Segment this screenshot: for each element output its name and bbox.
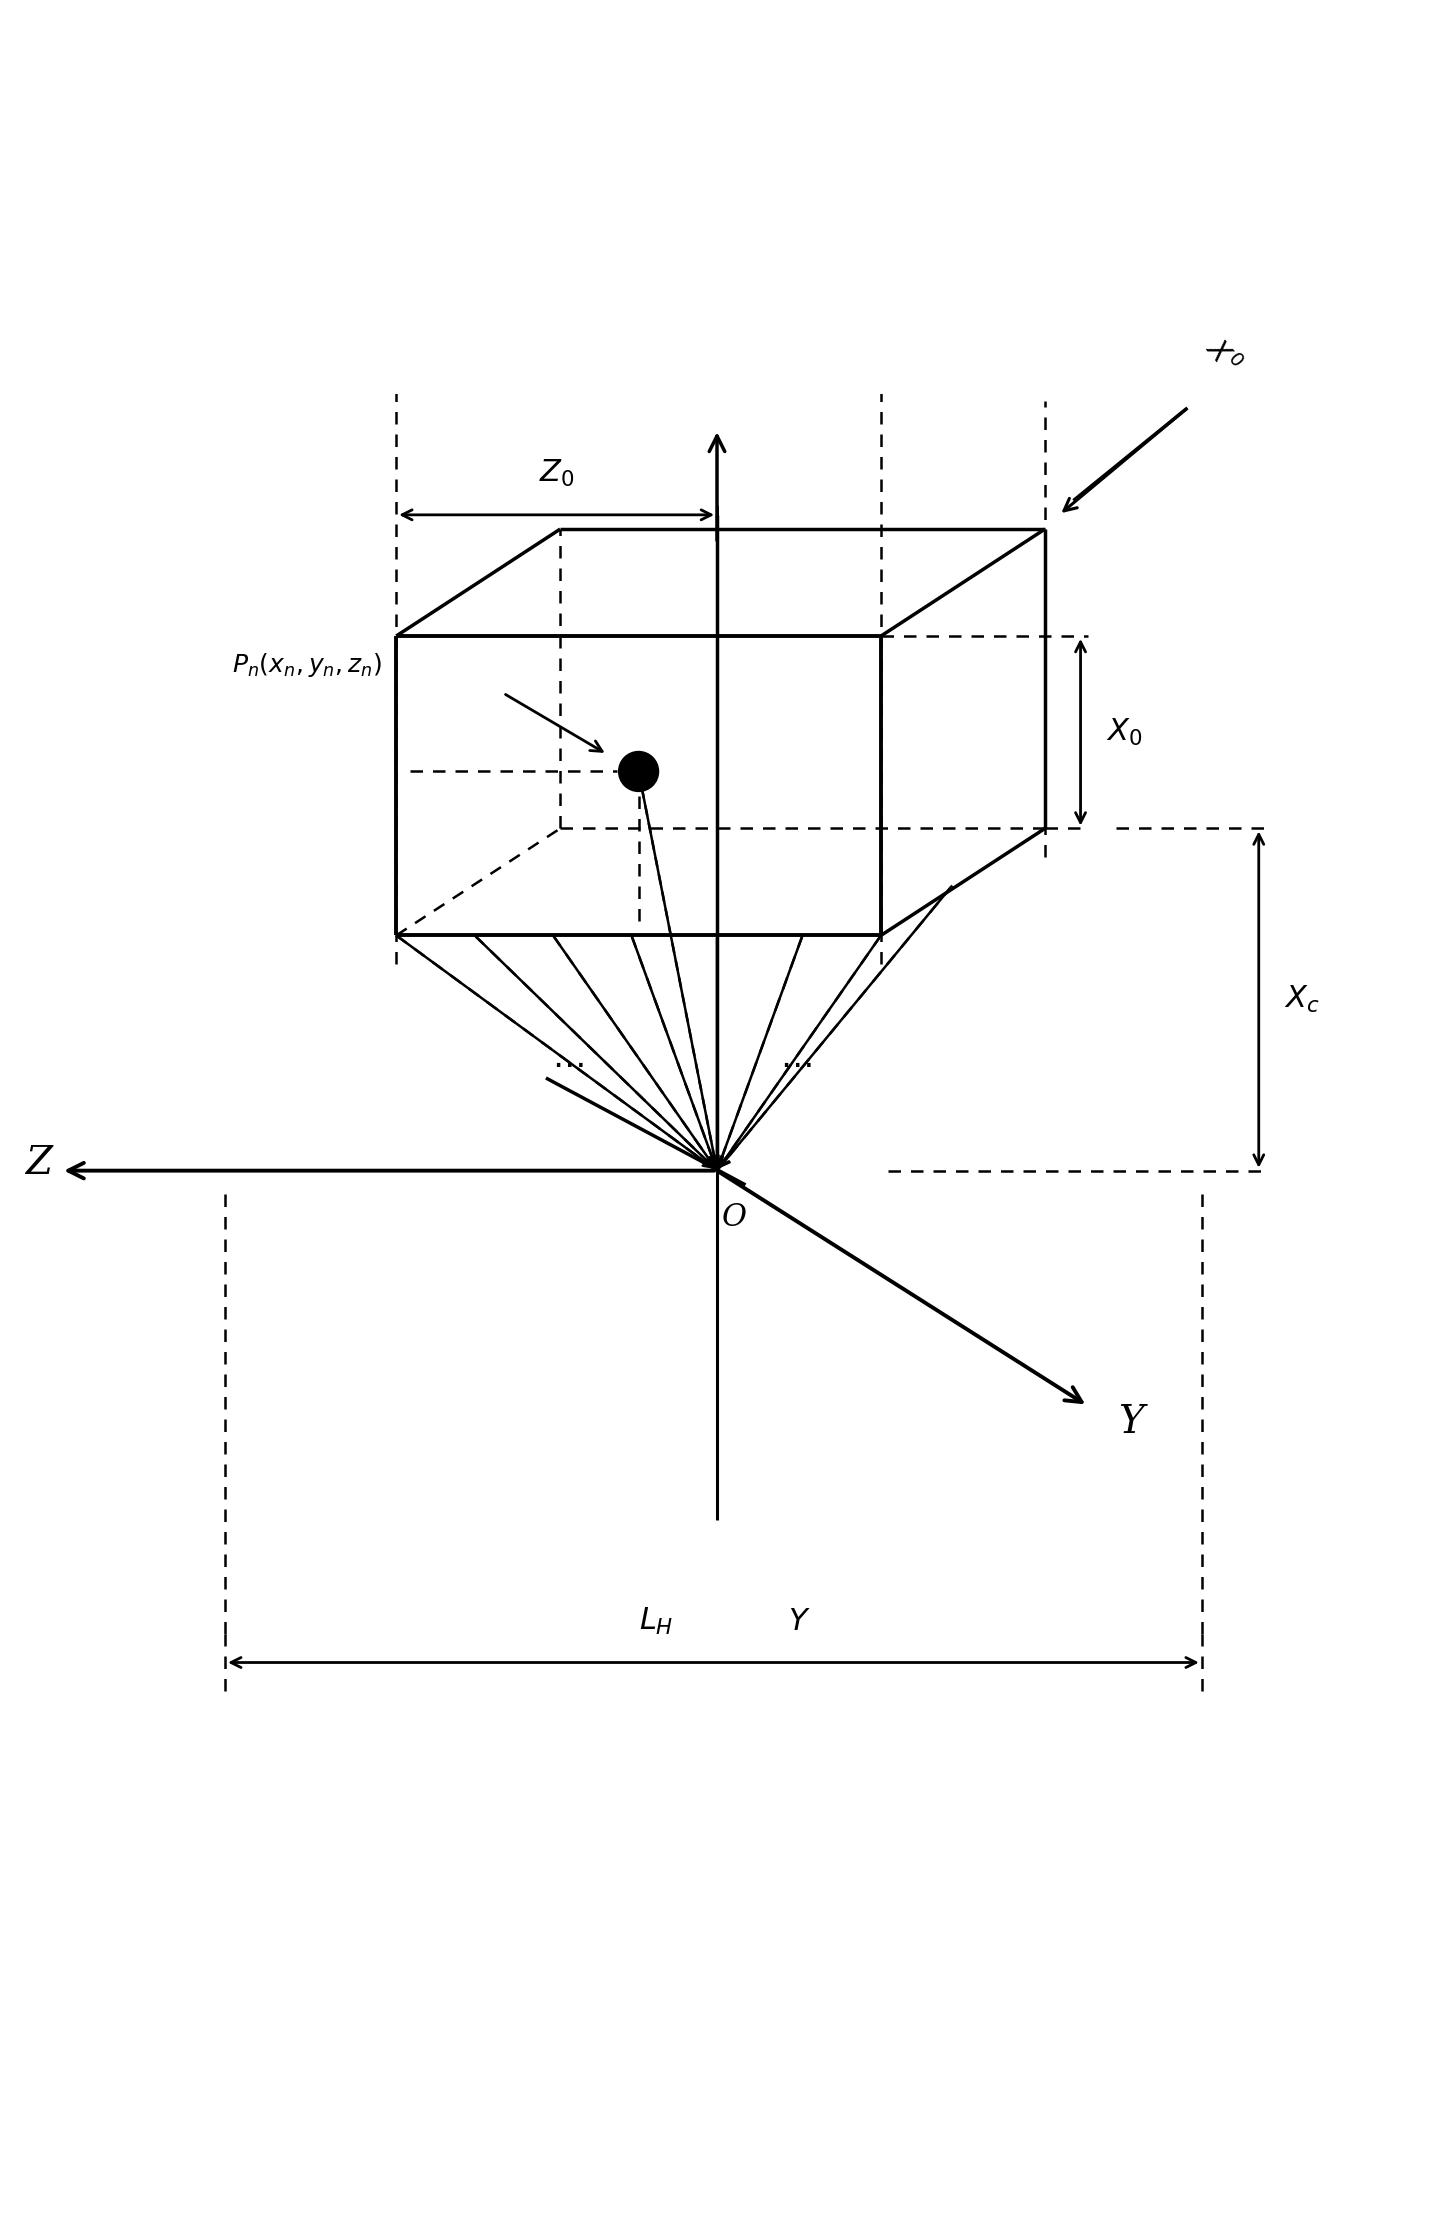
Text: O: O xyxy=(721,1202,747,1233)
Text: $\cdots$: $\cdots$ xyxy=(552,1047,584,1080)
Text: $Z_0$: $Z_0$ xyxy=(539,458,575,489)
Circle shape xyxy=(618,752,658,792)
Text: $Y$: $Y$ xyxy=(787,1607,810,1638)
Text: $X^0$: $X^0$ xyxy=(1199,334,1245,378)
Text: $\cdots$: $\cdots$ xyxy=(780,1047,812,1080)
Text: $P_n(x_n,y_n,z_n)$: $P_n(x_n,y_n,z_n)$ xyxy=(232,651,381,679)
Text: Z: Z xyxy=(26,1144,53,1182)
Text: $L_H$: $L_H$ xyxy=(640,1607,674,1638)
Text: $X_c$: $X_c$ xyxy=(1285,985,1321,1016)
Text: Y: Y xyxy=(1117,1405,1143,1441)
Text: $X_0$: $X_0$ xyxy=(1106,717,1143,748)
